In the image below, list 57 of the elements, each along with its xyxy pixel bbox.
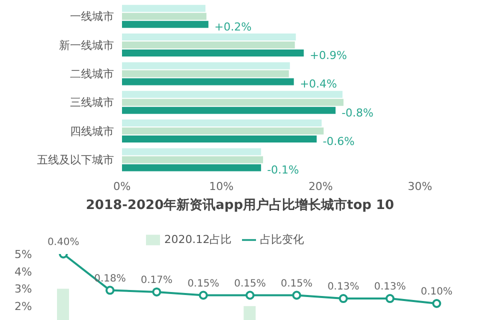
point (338, 294, 348, 304)
bar (122, 50, 304, 57)
point (106, 286, 114, 295)
annotation: +0.9% (310, 49, 347, 62)
point (198, 290, 208, 300)
y-tick-label: 新一线城市 (59, 38, 114, 52)
chart-title: 2018-2020年新资讯app用户占比增长城市top 10 (84, 196, 396, 214)
bar (122, 156, 264, 164)
annotation: +0.2% (214, 20, 252, 34)
bar (122, 148, 262, 156)
annotation: -0.6% (322, 135, 355, 148)
legend-label: 2020.12占比 (164, 233, 232, 246)
bar (122, 34, 296, 41)
x-tick-label: 20% (308, 180, 333, 193)
annotation: -0.8% (342, 106, 374, 120)
bar (122, 70, 289, 78)
x-tick-label: 10% (209, 180, 234, 193)
x-tick-label: 0% (113, 180, 131, 193)
bar (122, 90, 343, 98)
data-label: 0.15% (234, 278, 266, 290)
bar (122, 20, 208, 28)
y-tick-label: 3% (14, 282, 32, 296)
point (386, 294, 394, 304)
point (246, 290, 254, 300)
data-label: 0.17% (140, 274, 173, 286)
bar (122, 12, 206, 20)
y-tick-label: 一线城市 (70, 10, 114, 24)
y-tick-label: 5% (14, 248, 32, 261)
y-tick-label: 4% (14, 265, 32, 278)
bar (122, 136, 317, 143)
y-tick-label: 五线及以下城市 (37, 154, 114, 167)
data-label: 0.13% (327, 282, 360, 293)
legend-label: 占比变化 (260, 233, 304, 246)
annotation: +0.4% (300, 78, 338, 91)
bar (122, 128, 324, 135)
data-label: 0.40% (47, 237, 80, 248)
y-tick-label: 2% (14, 300, 32, 314)
bar (122, 78, 294, 86)
bar (122, 120, 322, 127)
x-tick-label: 30% (408, 180, 432, 193)
bar (122, 98, 344, 106)
data-label: 0.13% (374, 282, 406, 293)
annotation: -0.1% (267, 164, 299, 177)
data-label: 0.15% (280, 278, 313, 290)
y-tick-label: 四线城市 (70, 124, 114, 138)
bar (122, 164, 262, 172)
data-label: 0.10% (420, 286, 453, 298)
data-label: 0.15% (187, 278, 220, 290)
bar (122, 106, 336, 114)
point (152, 287, 162, 296)
point (292, 290, 302, 300)
y-tick-label: 二线城市 (70, 68, 114, 81)
point (432, 299, 442, 308)
bar (122, 4, 206, 12)
y-tick-label: 三线城市 (70, 96, 114, 110)
bar (122, 62, 290, 70)
bar (122, 42, 295, 49)
